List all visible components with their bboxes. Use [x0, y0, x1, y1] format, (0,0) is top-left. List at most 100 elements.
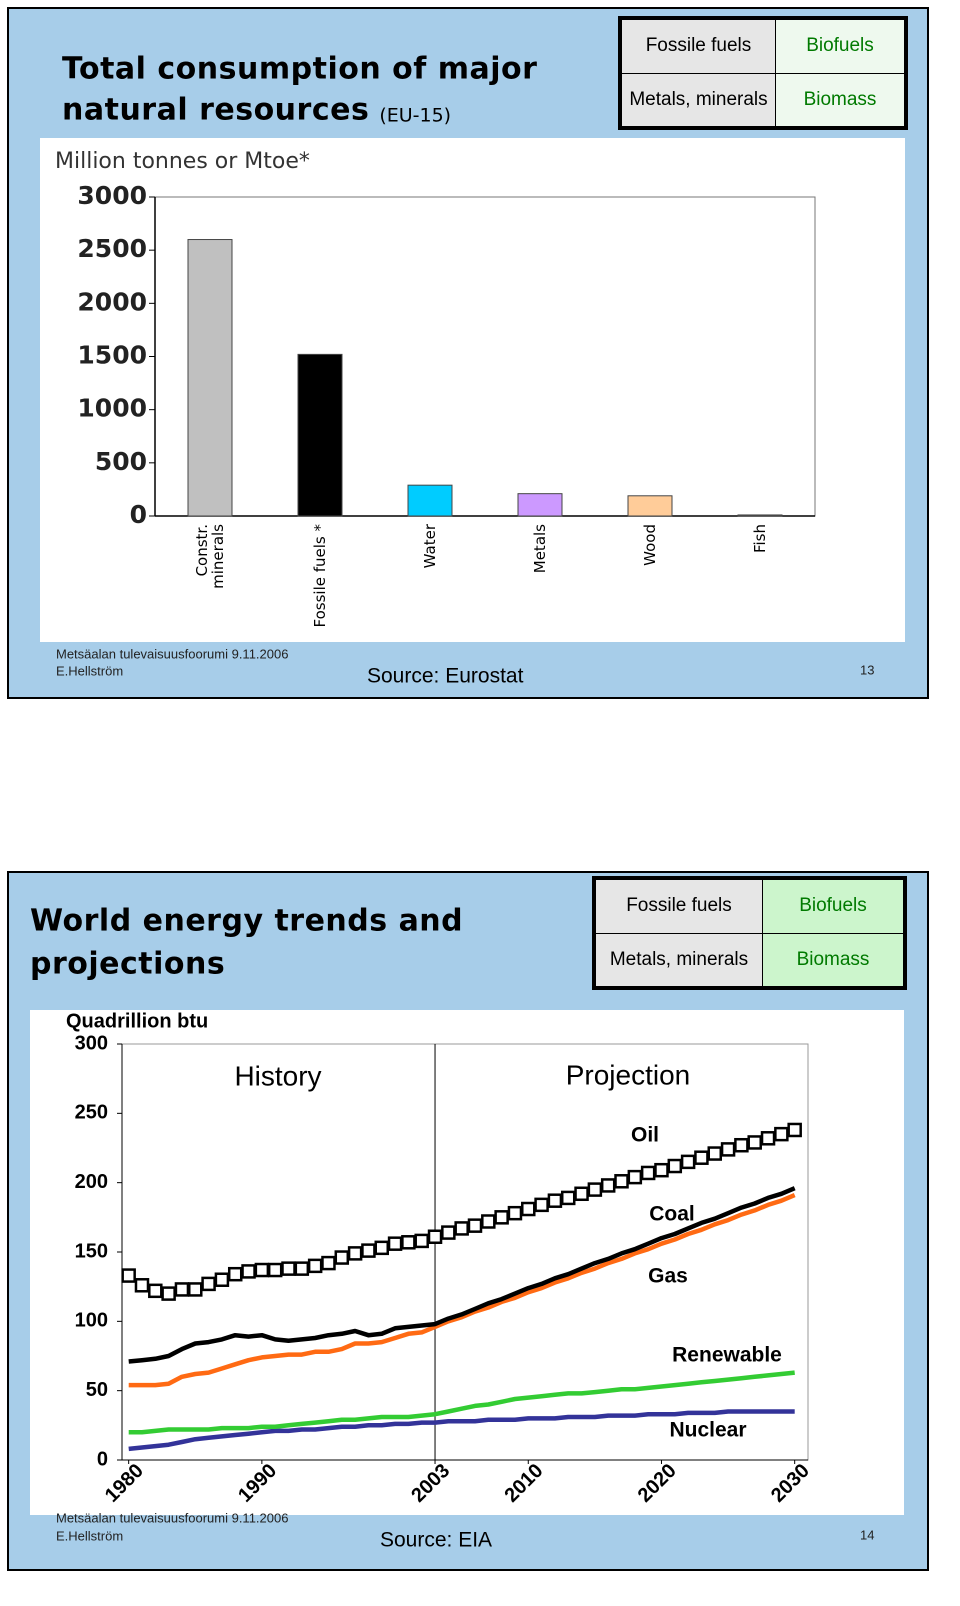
- y-tick-label: 0: [97, 1448, 108, 1470]
- marker: [387, 1236, 403, 1251]
- marker: [627, 1169, 643, 1185]
- footer: E.Hellström: [56, 1528, 123, 1543]
- marker: [774, 1126, 789, 1142]
- marker: [427, 1229, 443, 1244]
- marker: [654, 1162, 669, 1178]
- marker: [760, 1131, 776, 1146]
- series-label: Renewable: [672, 1344, 782, 1367]
- marker: [148, 1283, 163, 1299]
- y-tick-label: 2500: [77, 234, 147, 263]
- y-tick-label: 1000: [77, 394, 147, 423]
- series-line: [128, 1193, 796, 1388]
- annotation: Projection: [566, 1059, 691, 1090]
- header-cell: Biomass: [763, 933, 903, 986]
- marker: [574, 1186, 589, 1202]
- bar: [627, 495, 673, 517]
- y-tick-label: 150: [75, 1240, 108, 1262]
- title-note: (EU-15): [379, 105, 451, 127]
- series-line: [128, 1409, 795, 1452]
- header-cell: Metals, minerals: [596, 933, 762, 986]
- marker: [587, 1182, 603, 1197]
- marker: [134, 1278, 150, 1293]
- y-tick-label: 3000: [77, 181, 147, 210]
- marker: [454, 1221, 469, 1236]
- series-line: [128, 1370, 795, 1435]
- series-label: Oil: [631, 1124, 659, 1147]
- y-tick-label: 50: [86, 1379, 108, 1401]
- page-number: 14: [860, 1527, 874, 1542]
- x-tick-label: Fossile fuels *: [311, 524, 329, 628]
- series-label: Gas: [648, 1265, 688, 1288]
- marker: [321, 1255, 336, 1271]
- x-tick-label: Constr. minerals: [193, 524, 227, 589]
- marker: [414, 1233, 429, 1249]
- y-tick-label: 100: [75, 1310, 108, 1332]
- footer: Metsäalan tulevaisuusfoorumi 9.11.2006: [56, 1510, 288, 1525]
- x-tick-label: Wood: [641, 524, 659, 566]
- marker: [547, 1193, 563, 1208]
- marker: [600, 1178, 616, 1193]
- source: Source: Eurostat: [367, 665, 524, 688]
- y-tick-label: 1500: [77, 341, 147, 370]
- y-tick-label: 200: [75, 1171, 108, 1193]
- marker: [334, 1250, 350, 1265]
- marker: [494, 1210, 509, 1225]
- y-axis-label: Quadrillion btu: [66, 1010, 208, 1032]
- annotation: History: [234, 1060, 321, 1091]
- marker: [694, 1150, 709, 1165]
- header-cell: Fossile fuels: [622, 20, 775, 73]
- bar: [297, 353, 343, 517]
- x-tick-label: Fish: [751, 524, 769, 554]
- slide-title: Total consumption of major: [62, 52, 537, 87]
- header-cell: Fossile fuels: [596, 880, 762, 933]
- marker: [281, 1261, 296, 1276]
- marker: [481, 1214, 496, 1229]
- plot-background: [40, 138, 905, 642]
- marker: [560, 1190, 576, 1206]
- y-tick-label: 0: [130, 500, 147, 529]
- marker: [720, 1142, 736, 1157]
- y-tick-label: 500: [95, 447, 147, 476]
- marker: [227, 1266, 243, 1282]
- series-label: Nuclear: [669, 1419, 746, 1442]
- footer: E.Hellström: [56, 663, 123, 678]
- bar: [407, 484, 453, 517]
- marker: [241, 1264, 256, 1279]
- footer: Metsäalan tulevaisuusfoorumi 9.11.2006: [56, 646, 288, 661]
- marker: [161, 1286, 176, 1301]
- marker: [667, 1158, 683, 1174]
- marker: [787, 1122, 802, 1138]
- bar: [187, 239, 233, 517]
- header-cell: Biofuels: [763, 880, 903, 933]
- marker: [307, 1258, 323, 1274]
- marker: [361, 1243, 376, 1258]
- marker: [734, 1137, 749, 1153]
- header-cell: Metals, minerals: [622, 73, 775, 126]
- series-label: Coal: [649, 1203, 695, 1226]
- marker: [640, 1165, 656, 1181]
- marker: [214, 1272, 230, 1287]
- slide-title: natural resources: [62, 93, 369, 128]
- marker: [467, 1218, 483, 1233]
- marker: [347, 1246, 363, 1261]
- marker: [294, 1261, 310, 1276]
- bar: [737, 514, 783, 517]
- marker: [521, 1201, 536, 1217]
- marker: [254, 1262, 270, 1278]
- slide-title: projections: [30, 947, 225, 982]
- marker: [707, 1146, 723, 1161]
- x-tick-label: Metals: [531, 524, 549, 574]
- y-tick-label: 2000: [77, 287, 147, 316]
- marker: [267, 1262, 283, 1278]
- marker: [401, 1235, 416, 1250]
- header-cell: Biomass: [776, 73, 904, 126]
- marker: [121, 1268, 136, 1283]
- y-tick-label: 250: [75, 1102, 108, 1124]
- header-box: Fossile fuels Biofuels Metals, minerals …: [592, 876, 907, 990]
- marker: [507, 1205, 523, 1221]
- marker: [441, 1225, 456, 1240]
- marker: [680, 1154, 696, 1170]
- marker: [374, 1240, 389, 1256]
- y-axis-label: Million tonnes or Mtoe*: [55, 149, 310, 174]
